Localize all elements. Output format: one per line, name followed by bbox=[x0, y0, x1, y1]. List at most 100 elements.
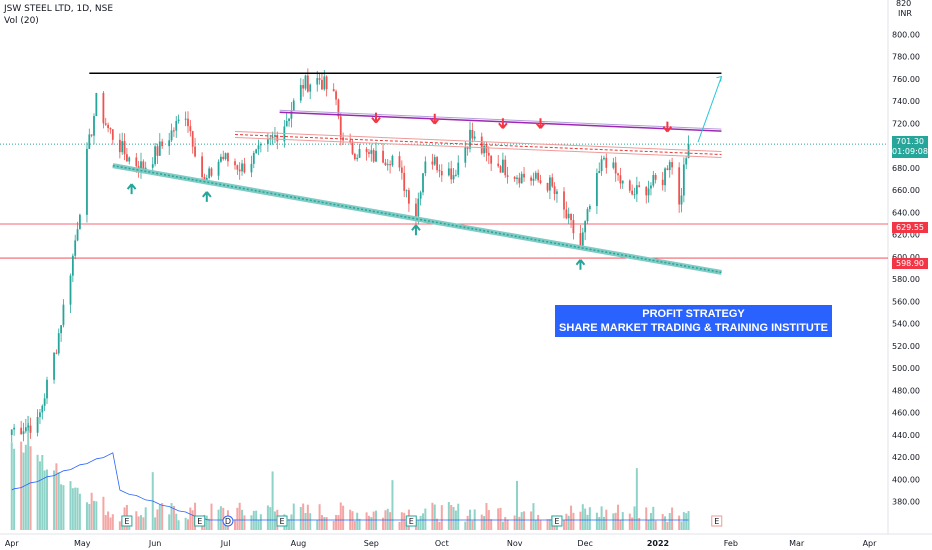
volume-bar bbox=[598, 516, 601, 530]
candle-body bbox=[62, 304, 65, 326]
banner-subtitle: SHARE MARKET TRADING & TRAINING INSTITUT… bbox=[559, 322, 828, 334]
candle-body bbox=[464, 147, 467, 163]
candle-body bbox=[485, 145, 488, 153]
candle-body bbox=[372, 150, 375, 162]
volume-bar bbox=[102, 496, 105, 530]
volume-bar bbox=[191, 510, 194, 530]
candle-body bbox=[365, 148, 368, 153]
volume-bar bbox=[523, 511, 526, 530]
volume-bar bbox=[504, 517, 507, 530]
candle-body bbox=[234, 161, 236, 166]
volume-bar bbox=[320, 515, 323, 530]
candle-body bbox=[685, 158, 688, 165]
candle-body bbox=[111, 129, 114, 140]
volume-bar bbox=[490, 519, 493, 530]
candle-body bbox=[499, 166, 502, 173]
earnings-marker-icon bbox=[551, 515, 563, 527]
time-tick-label: Apr bbox=[5, 539, 20, 548]
candle-body bbox=[53, 352, 55, 380]
candle-body bbox=[309, 84, 312, 92]
volume-bar bbox=[111, 514, 114, 530]
price-tick-label: 820 bbox=[896, 0, 911, 8]
candle-body bbox=[455, 174, 457, 176]
volume-bar bbox=[219, 506, 222, 530]
candle-body bbox=[342, 137, 344, 141]
support-arrow-icon bbox=[575, 259, 586, 270]
candle-body bbox=[191, 131, 194, 147]
volume-bar bbox=[612, 513, 615, 530]
volume-bar bbox=[323, 517, 326, 530]
candle-body bbox=[316, 78, 319, 85]
candle-body bbox=[652, 175, 655, 186]
volume-bar bbox=[450, 505, 453, 530]
level-tag-629: 629.55 bbox=[892, 222, 928, 233]
candle-body bbox=[431, 161, 434, 165]
candle-body bbox=[306, 75, 309, 92]
volume-bar bbox=[238, 502, 241, 530]
volume-bar bbox=[306, 504, 309, 530]
time-tick-label: Jun bbox=[148, 539, 162, 548]
price-tick-label: 680.00 bbox=[892, 164, 920, 173]
candle-body bbox=[600, 159, 603, 172]
volume-bar bbox=[431, 502, 434, 530]
candle-body bbox=[71, 255, 74, 276]
volume-bar bbox=[356, 512, 359, 530]
candle-body bbox=[86, 148, 88, 215]
candle-body bbox=[123, 141, 126, 155]
price-tick-label: 720.00 bbox=[892, 119, 920, 128]
volume-bar bbox=[389, 512, 392, 530]
volume-bar bbox=[565, 513, 568, 530]
volume-bar bbox=[539, 520, 542, 530]
candle-body bbox=[55, 352, 58, 354]
candle-body bbox=[337, 99, 340, 117]
volume-bar bbox=[109, 517, 112, 530]
candle-body bbox=[189, 126, 192, 132]
candle-body bbox=[518, 177, 521, 184]
candle-body bbox=[27, 425, 30, 428]
event-marker-label: D bbox=[225, 517, 231, 526]
candle-body bbox=[201, 156, 203, 178]
candle-body bbox=[358, 148, 361, 158]
candle-body bbox=[60, 325, 62, 334]
candle-body bbox=[603, 157, 605, 160]
price-tick-label: 420.00 bbox=[892, 453, 920, 462]
time-tick-label: Sep bbox=[364, 539, 379, 548]
candle-body bbox=[46, 379, 48, 399]
volume-bar bbox=[520, 512, 523, 530]
earnings-marker-icon bbox=[121, 515, 133, 527]
volume-bar bbox=[353, 520, 356, 530]
candle-body bbox=[398, 156, 401, 168]
candle-body bbox=[349, 140, 352, 142]
volume-bar bbox=[288, 519, 291, 530]
event-marker-label: E bbox=[554, 517, 559, 526]
volume-bar bbox=[154, 517, 157, 530]
volume-bar bbox=[664, 516, 667, 530]
candle-body bbox=[523, 173, 525, 178]
volume-bar bbox=[299, 506, 302, 530]
price-tick-label: 400.00 bbox=[892, 475, 920, 484]
candle-body bbox=[415, 203, 417, 217]
volume-bar bbox=[184, 517, 187, 530]
volume-bar bbox=[10, 442, 13, 530]
event-marker-label: E bbox=[124, 517, 129, 526]
time-tick-label: Aug bbox=[291, 539, 307, 548]
volume-bar bbox=[36, 454, 39, 530]
support-line bbox=[112, 164, 722, 274]
volume-bar bbox=[652, 506, 655, 530]
volume-bar bbox=[104, 515, 107, 530]
volume-bar bbox=[532, 503, 535, 530]
candle-body bbox=[267, 139, 269, 145]
candle-body bbox=[224, 153, 227, 160]
volume-bar bbox=[90, 492, 93, 530]
candle-body bbox=[619, 175, 622, 184]
candle-body bbox=[490, 155, 493, 164]
candle-body bbox=[502, 159, 504, 173]
candle-body bbox=[41, 405, 44, 413]
volume-bar bbox=[649, 512, 652, 530]
volume-bar bbox=[332, 520, 335, 530]
volume-bar bbox=[208, 518, 211, 530]
volume-bar bbox=[118, 521, 121, 530]
time-tick-label: Mar bbox=[789, 539, 805, 548]
candle-body bbox=[257, 145, 260, 150]
